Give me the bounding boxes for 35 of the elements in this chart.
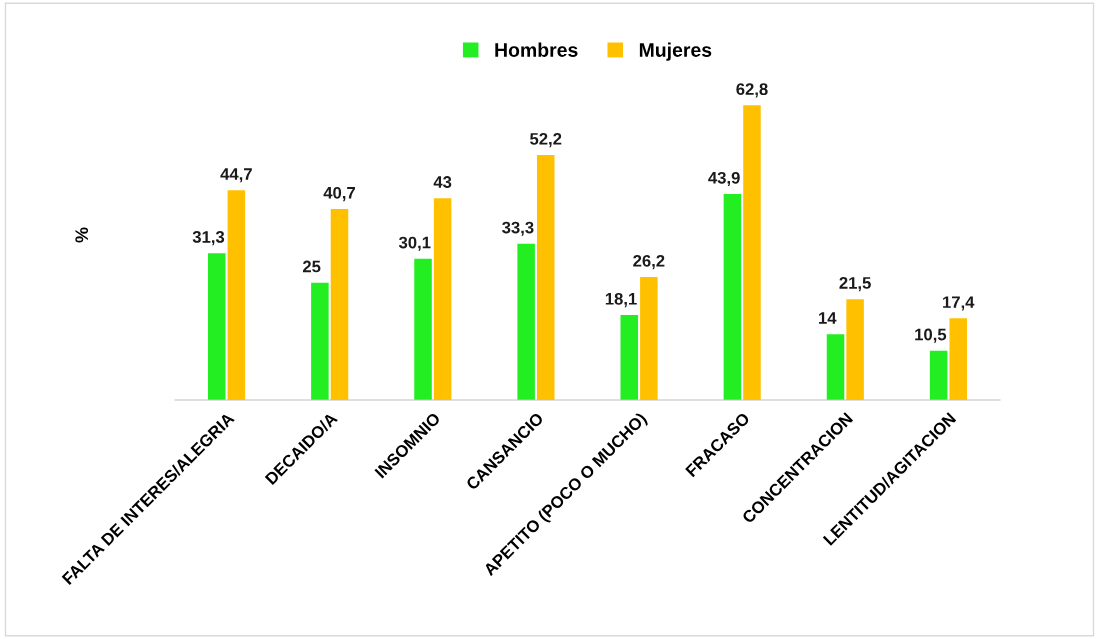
bar [517, 243, 535, 400]
data-label: 31,3 [192, 231, 225, 246]
bar [208, 253, 226, 400]
bar [723, 194, 742, 400]
data-label: 33,3 [502, 221, 534, 236]
y-axis-title: % [75, 227, 89, 243]
data-label: 62,8 [736, 83, 768, 98]
data-label: 43,9 [708, 171, 740, 187]
bar [414, 258, 432, 400]
bar [433, 198, 452, 400]
data-label: 40,7 [323, 186, 355, 202]
data-label: 43 [433, 176, 452, 188]
legend-label: Hombres [495, 42, 578, 57]
bar [311, 282, 329, 400]
data-label: 21,5 [839, 276, 871, 292]
bar [949, 318, 967, 400]
bar [536, 155, 555, 400]
bar [826, 334, 845, 400]
data-label: 18,1 [605, 292, 637, 308]
bar [743, 105, 761, 400]
data-label: 30,1 [398, 236, 431, 251]
bar [227, 190, 246, 400]
bar [330, 209, 349, 400]
data-label: 17,4 [943, 296, 975, 311]
bar [846, 299, 864, 400]
bar [640, 277, 658, 400]
data-label: 44,7 [220, 168, 252, 183]
data-label: 14 [819, 312, 837, 324]
bar [620, 315, 639, 400]
data-label: 10,5 [915, 328, 947, 343]
data-label: 26,2 [633, 254, 665, 270]
data-label: 52,2 [530, 132, 562, 148]
data-label: 25 [302, 260, 321, 273]
legend-label: Mujeres [639, 42, 712, 61]
bar [929, 350, 948, 400]
